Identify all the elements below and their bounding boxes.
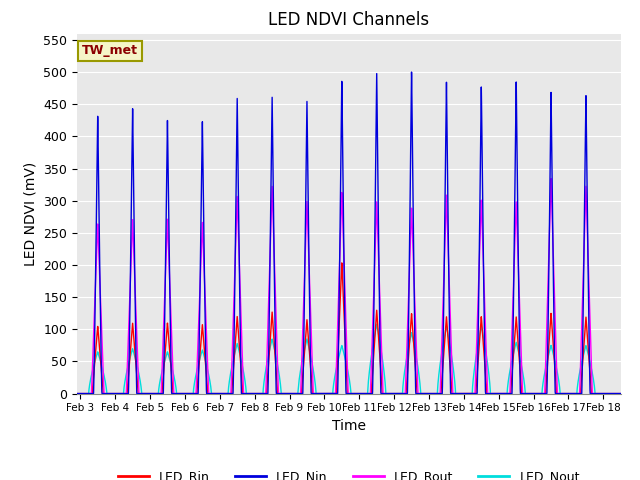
Y-axis label: LED NDVI (mV): LED NDVI (mV) (24, 161, 38, 266)
Legend: LED_Rin, LED_Nin, LED_Rout, LED_Nout: LED_Rin, LED_Nin, LED_Rout, LED_Nout (113, 465, 585, 480)
Title: LED NDVI Channels: LED NDVI Channels (268, 11, 429, 29)
Text: TW_met: TW_met (82, 44, 138, 58)
X-axis label: Time: Time (332, 419, 366, 433)
